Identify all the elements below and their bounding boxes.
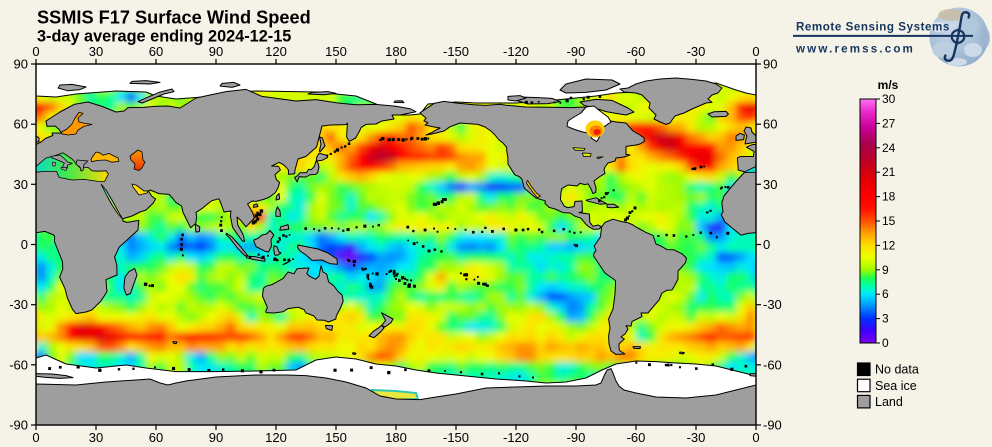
svg-text:0: 0 [763, 237, 770, 252]
svg-text:0: 0 [32, 430, 39, 445]
svg-text:Remote Sensing Systems: Remote Sensing Systems [796, 21, 950, 34]
svg-text:3: 3 [882, 312, 889, 326]
svg-text:0: 0 [752, 430, 759, 445]
svg-text:21: 21 [882, 165, 896, 179]
svg-text:-90: -90 [763, 418, 782, 433]
svg-text:-90: -90 [567, 430, 586, 445]
svg-text:60: 60 [14, 117, 28, 132]
svg-text:180: 180 [385, 430, 407, 445]
svg-text:9: 9 [882, 263, 889, 277]
svg-text:No data: No data [875, 363, 919, 377]
svg-text:120: 120 [265, 430, 287, 445]
svg-text:-30: -30 [687, 430, 706, 445]
svg-text:-60: -60 [763, 357, 782, 372]
svg-text:6: 6 [882, 287, 889, 301]
svg-text:30: 30 [763, 177, 777, 192]
svg-text:-60: -60 [627, 44, 646, 59]
svg-text:www.remss.com: www.remss.com [795, 43, 915, 56]
svg-text:27: 27 [882, 116, 896, 130]
svg-text:90: 90 [209, 44, 223, 59]
svg-text:12: 12 [882, 238, 896, 252]
svg-text:-90: -90 [567, 44, 586, 59]
svg-text:90: 90 [209, 430, 223, 445]
svg-text:-150: -150 [443, 44, 469, 59]
svg-text:90: 90 [763, 57, 777, 72]
svg-text:24: 24 [882, 141, 896, 155]
svg-text:0: 0 [21, 237, 28, 252]
svg-text:-30: -30 [9, 297, 28, 312]
svg-text:60: 60 [149, 44, 163, 59]
svg-text:60: 60 [149, 430, 163, 445]
svg-text:-60: -60 [627, 430, 646, 445]
svg-text:150: 150 [325, 44, 347, 59]
svg-text:Land: Land [875, 395, 903, 409]
svg-text:-150: -150 [443, 430, 469, 445]
svg-text:-60: -60 [9, 357, 28, 372]
svg-text:-120: -120 [503, 430, 529, 445]
svg-text:30: 30 [882, 92, 896, 106]
svg-text:0: 0 [882, 336, 889, 350]
svg-text:15: 15 [882, 214, 896, 228]
svg-text:150: 150 [325, 430, 347, 445]
svg-text:m/s: m/s [878, 78, 899, 92]
svg-text:SSMIS F17 Surface Wind Speed: SSMIS F17 Surface Wind Speed [37, 8, 311, 28]
svg-text:-30: -30 [763, 297, 782, 312]
svg-text:-120: -120 [503, 44, 529, 59]
svg-text:3-day average ending 2024-12-1: 3-day average ending 2024-12-15 [37, 28, 291, 46]
svg-text:18: 18 [882, 190, 896, 204]
svg-text:Sea ice: Sea ice [875, 379, 917, 393]
svg-text:90: 90 [14, 57, 28, 72]
svg-text:120: 120 [265, 44, 287, 59]
svg-text:30: 30 [89, 44, 103, 59]
svg-text:30: 30 [14, 177, 28, 192]
svg-text:-90: -90 [9, 418, 28, 433]
svg-text:0: 0 [32, 44, 39, 59]
svg-text:180: 180 [385, 44, 407, 59]
svg-text:60: 60 [763, 117, 777, 132]
svg-text:-30: -30 [687, 44, 706, 59]
svg-text:0: 0 [752, 44, 759, 59]
svg-text:30: 30 [89, 430, 103, 445]
